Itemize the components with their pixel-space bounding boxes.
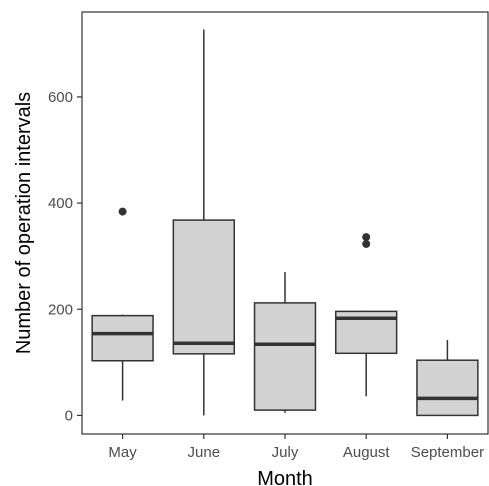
- y-tick-label: 400: [48, 195, 73, 212]
- y-tick-label: 0: [65, 407, 73, 424]
- x-tick-label: September: [411, 444, 484, 461]
- x-axis: May June July August September: [108, 434, 484, 461]
- outlier-point: [362, 239, 371, 248]
- box-series: [91, 29, 479, 417]
- iqr-box: [416, 359, 479, 417]
- box-may: [91, 207, 154, 401]
- y-tick-label: 600: [48, 89, 73, 106]
- x-axis-title: Month: [257, 468, 313, 486]
- iqr-box: [253, 302, 317, 411]
- y-axis: 0 200 400 600: [48, 89, 82, 424]
- box-july: [253, 272, 317, 413]
- x-tick-label: August: [343, 444, 391, 461]
- box-june: [172, 29, 236, 416]
- iqr-box: [91, 314, 154, 362]
- iqr-box: [172, 219, 236, 355]
- x-tick-label: May: [108, 444, 137, 461]
- outlier-point: [362, 233, 371, 242]
- y-tick-label: 200: [48, 301, 73, 318]
- x-tick-label: July: [272, 444, 299, 461]
- y-axis-title: Number of operation intervals: [13, 92, 35, 354]
- outlier-point: [118, 207, 127, 216]
- box-august: [335, 233, 398, 397]
- box-september: [416, 340, 479, 417]
- x-tick-label: June: [188, 444, 221, 461]
